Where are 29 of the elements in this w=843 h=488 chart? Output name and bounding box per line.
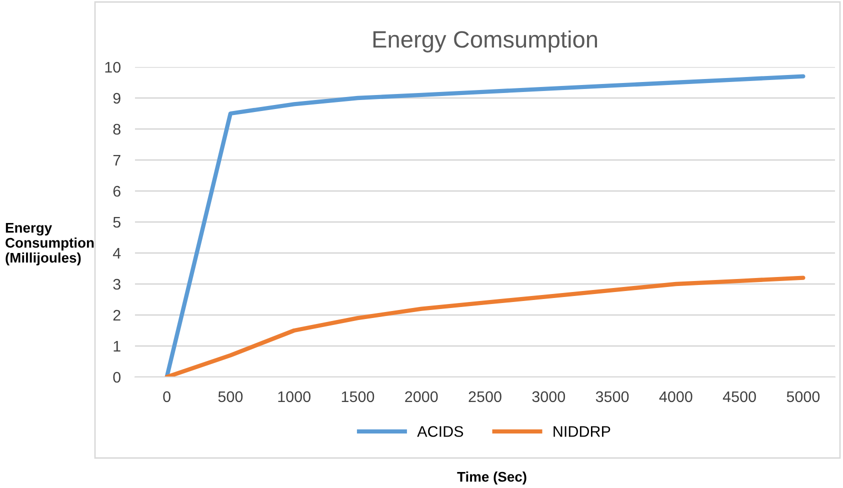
y-tick-label: 3: [113, 278, 120, 290]
y-tick-label: 4: [112, 248, 121, 259]
y-tick-label: 8: [113, 124, 120, 135]
x-tick-label: 2000: [405, 391, 438, 402]
x-tick-label: 2500: [468, 391, 502, 402]
y-tick-label: 2: [113, 310, 120, 321]
line-series: [164, 74, 806, 377]
x-tick-label: 4500: [722, 391, 756, 402]
y-tick-label: 1: [114, 341, 120, 352]
legend-label: NIDDRP: [554, 426, 610, 437]
y-axis-title: Energy Consumption (Millijoules): [6, 223, 94, 266]
x-tick-label: 1500: [342, 391, 374, 402]
x-axis-title: Time (Sec): [457, 472, 526, 484]
x-tick-label: 500: [218, 391, 243, 402]
y-tick-label: 10: [105, 62, 121, 73]
y-tick-label: 5: [113, 217, 120, 228]
y-tick-label: 0: [113, 372, 121, 383]
x-tick-label: 0: [163, 391, 170, 402]
chart-title: Energy Comsumption: [373, 30, 597, 52]
x-tick-label: 3000: [532, 391, 566, 402]
legend-label: ACIDS: [417, 426, 464, 437]
y-tick-label: 7: [113, 155, 120, 166]
x-tick-label: 3500: [596, 391, 629, 402]
y-tick-label: 6: [113, 186, 120, 197]
y-tick-label: 9: [113, 92, 120, 104]
x-tick-label: 4000: [659, 391, 692, 402]
x-tick-label: 5000: [786, 391, 820, 402]
line-series: [164, 276, 806, 377]
x-tick-label: 1000: [278, 391, 310, 402]
